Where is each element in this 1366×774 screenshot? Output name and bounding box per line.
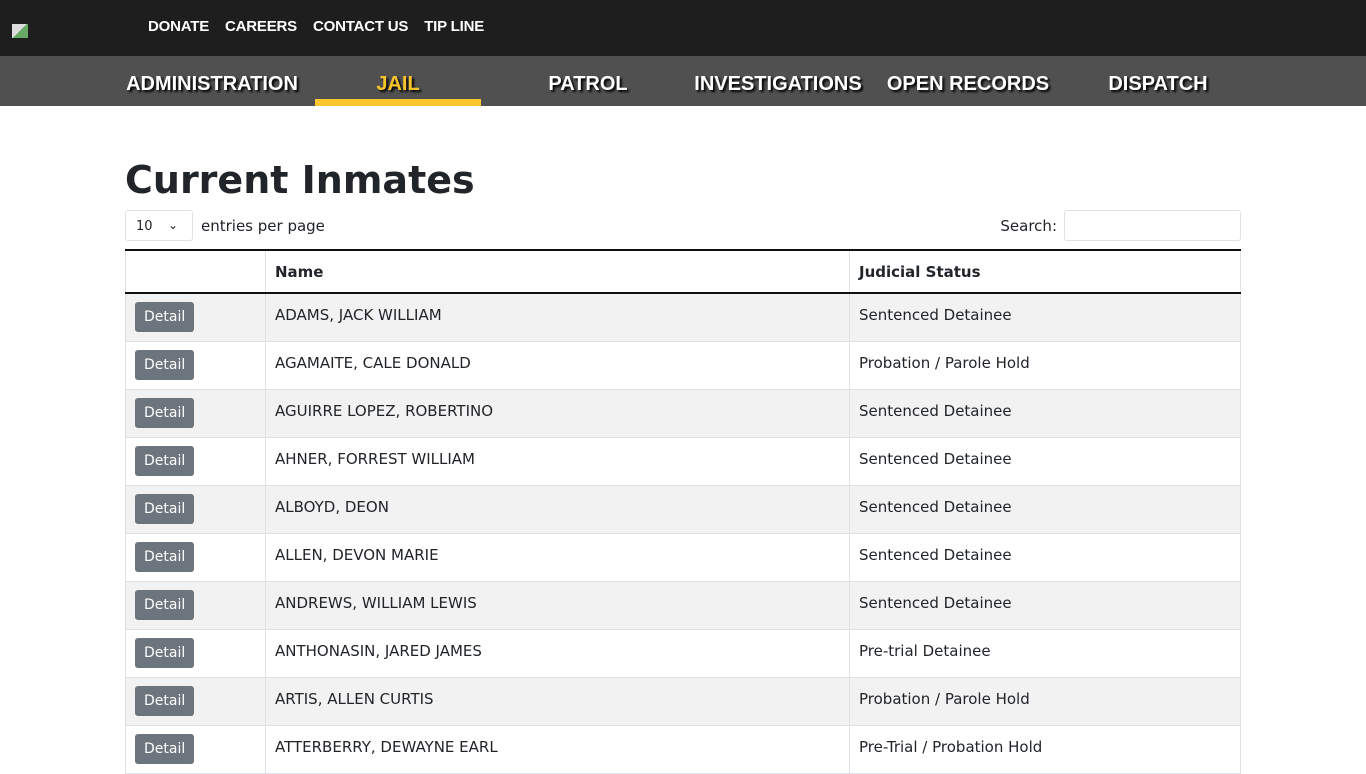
header-name[interactable]: Name [265, 249, 850, 294]
status-cell: Probation / Parole Hold [849, 677, 1241, 726]
main-nav: ADMINISTRATION JAIL PATROL INVESTIGATION… [0, 56, 1366, 106]
status-cell: Sentenced Detainee [849, 293, 1241, 342]
detail-button[interactable]: Detail [135, 685, 195, 716]
detail-button[interactable]: Detail [135, 589, 195, 620]
top-bar: DONATE CAREERS CONTACT US TIP LINE [0, 0, 1366, 56]
name-cell: ALBOYD, DEON [265, 485, 850, 534]
link-tip-line[interactable]: TIP LINE [424, 18, 485, 35]
table-row: Detail ALLEN, DEVON MARIE Sentenced Deta… [125, 533, 1241, 582]
status-cell: Sentenced Detainee [849, 581, 1241, 630]
table-row: Detail ANTHONASIN, JARED JAMES Pre-trial… [125, 629, 1241, 678]
status-cell: Sentenced Detainee [849, 533, 1241, 582]
entries-select[interactable]: 10 ⌄ [125, 210, 193, 241]
name-cell: ANDREWS, WILLIAM LEWIS [265, 581, 850, 630]
name-cell: ARTIS, ALLEN CURTIS [265, 677, 850, 726]
status-cell: Sentenced Detainee [849, 485, 1241, 534]
actions-cell: Detail [125, 533, 266, 582]
name-cell: AGUIRRE LOPEZ, ROBERTINO [265, 389, 850, 438]
detail-button[interactable]: Detail [135, 397, 195, 428]
top-links: DONATE CAREERS CONTACT US TIP LINE [148, 18, 484, 35]
detail-button[interactable]: Detail [135, 637, 195, 668]
actions-cell: Detail [125, 725, 266, 774]
table-row: Detail ANDREWS, WILLIAM LEWIS Sentenced … [125, 581, 1241, 630]
table-row: Detail AHNER, FORREST WILLIAM Sentenced … [125, 437, 1241, 486]
table-row: Detail ADAMS, JACK WILLIAM Sentenced Det… [125, 293, 1241, 342]
name-cell: AHNER, FORREST WILLIAM [265, 437, 850, 486]
nav-jail[interactable]: JAIL [303, 56, 493, 106]
logo-broken-image-icon[interactable] [12, 24, 28, 38]
status-cell: Pre-trial Detainee [849, 629, 1241, 678]
actions-cell: Detail [125, 581, 266, 630]
entries-label: entries per page [201, 217, 325, 235]
actions-cell: Detail [125, 437, 266, 486]
table-row: Detail ARTIS, ALLEN CURTIS Probation / P… [125, 677, 1241, 726]
table-row: Detail AGUIRRE LOPEZ, ROBERTINO Sentence… [125, 389, 1241, 438]
link-careers[interactable]: CAREERS [225, 18, 297, 35]
status-cell: Pre-Trial / Probation Hold [849, 725, 1241, 774]
detail-button[interactable]: Detail [135, 445, 195, 476]
search-label: Search: [1000, 217, 1057, 235]
header-judicial-status[interactable]: Judicial Status [849, 249, 1241, 294]
inmates-table: Name Judicial Status Detail ADAMS, JACK … [125, 249, 1241, 774]
link-donate[interactable]: DONATE [148, 18, 210, 35]
name-cell: AGAMAITE, CALE DONALD [265, 341, 850, 390]
actions-cell: Detail [125, 341, 266, 390]
detail-button[interactable]: Detail [135, 349, 195, 380]
table-row: Detail AGAMAITE, CALE DONALD Probation /… [125, 341, 1241, 390]
nav-open-records[interactable]: OPEN RECORDS [886, 73, 1050, 95]
status-cell: Sentenced Detainee [849, 437, 1241, 486]
table-row: Detail ATTERBERRY, DEWAYNE EARL Pre-Tria… [125, 725, 1241, 774]
table-controls: 10 ⌄ entries per page Search: [125, 210, 1241, 242]
table-row: Detail ALBOYD, DEON Sentenced Detainee [125, 485, 1241, 534]
actions-cell: Detail [125, 629, 266, 678]
nav-dispatch[interactable]: DISPATCH [1108, 73, 1208, 95]
nav-patrol[interactable]: PATROL [548, 73, 628, 95]
status-cell: Probation / Parole Hold [849, 341, 1241, 390]
detail-button[interactable]: Detail [135, 493, 195, 524]
page-title: Current Inmates [125, 158, 475, 202]
name-cell: ANTHONASIN, JARED JAMES [265, 629, 850, 678]
chevron-down-icon: ⌄ [167, 218, 178, 232]
name-cell: ALLEN, DEVON MARIE [265, 533, 850, 582]
detail-button[interactable]: Detail [135, 733, 195, 764]
detail-button[interactable]: Detail [135, 541, 195, 572]
actions-cell: Detail [125, 677, 266, 726]
link-contact-us[interactable]: CONTACT US [312, 18, 409, 35]
actions-cell: Detail [125, 293, 266, 342]
search-input[interactable] [1064, 210, 1241, 241]
status-cell: Sentenced Detainee [849, 389, 1241, 438]
name-cell: ATTERBERRY, DEWAYNE EARL [265, 725, 850, 774]
actions-cell: Detail [125, 485, 266, 534]
entries-value: 10 [136, 219, 153, 234]
actions-cell: Detail [125, 389, 266, 438]
nav-administration[interactable]: ADMINISTRATION [126, 73, 298, 95]
header-actions[interactable] [125, 249, 266, 294]
detail-button[interactable]: Detail [135, 302, 195, 332]
nav-investigations[interactable]: INVESTIGATIONS [694, 73, 862, 95]
name-cell: ADAMS, JACK WILLIAM [265, 293, 850, 342]
